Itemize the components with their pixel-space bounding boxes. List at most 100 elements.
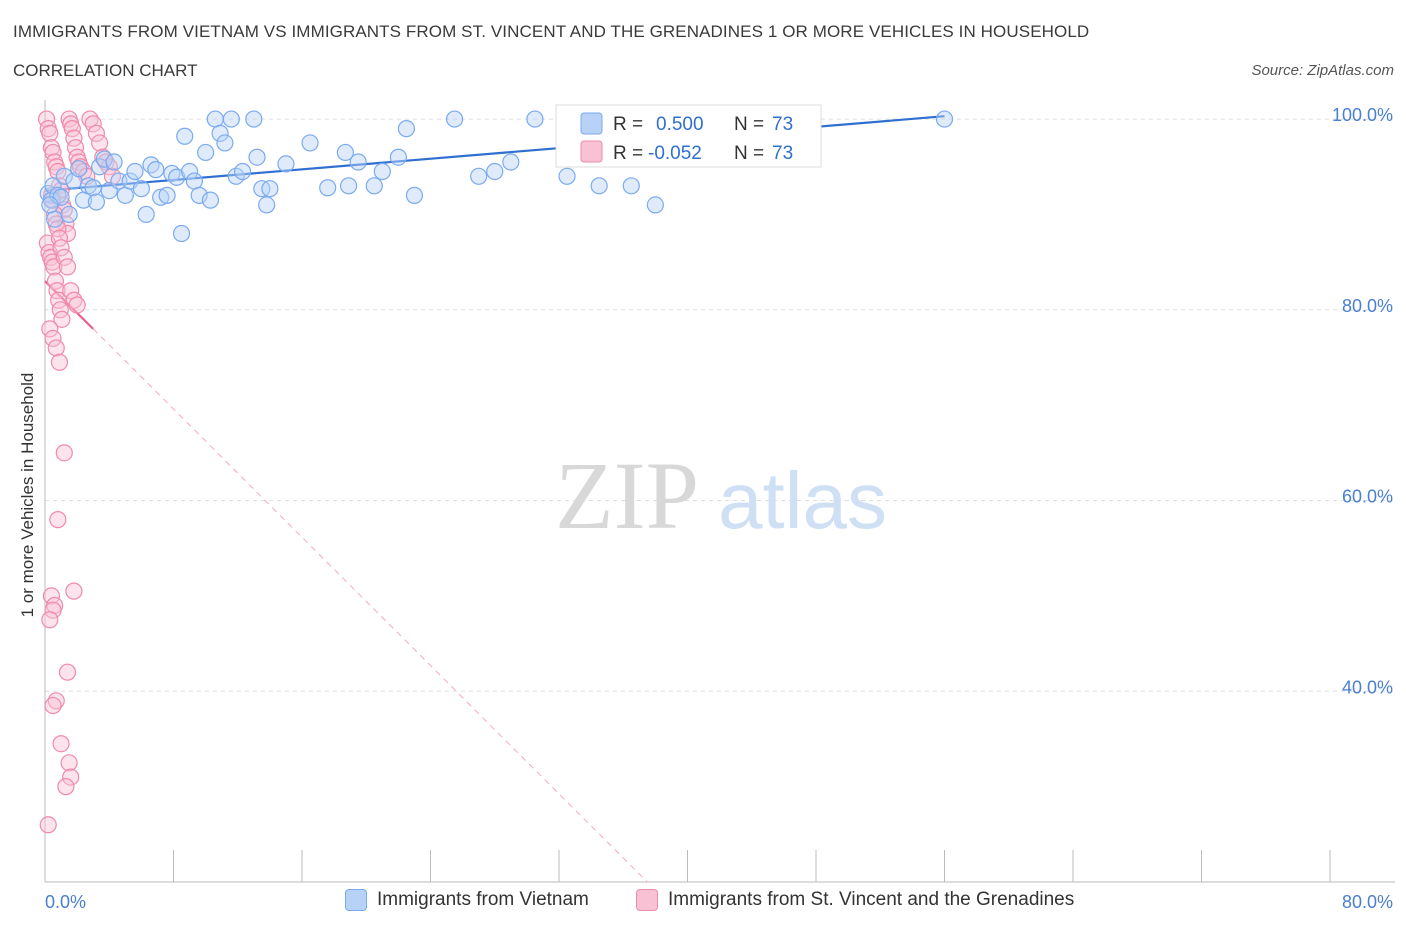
point-vietnam-35 [197, 143, 215, 162]
legend-n-value-2: 73 [772, 143, 793, 164]
point-vietnam-47 [261, 180, 279, 198]
point-stvincent-50 [62, 282, 80, 300]
legend-r-label-2: R = [613, 143, 643, 164]
correlation-legend: R = 0.500 N = 73 R = -0.052 N = 73 [555, 104, 822, 168]
point-stvincent-47 [52, 239, 70, 257]
point-stvincent-71 [39, 816, 57, 834]
point-stvincent-52 [68, 296, 86, 314]
point-vietnam-66 [590, 177, 608, 195]
point-stvincent-56 [50, 353, 69, 371]
point-stvincent-54 [44, 329, 62, 348]
point-vietnam-22 [132, 180, 150, 198]
chart-subtitle: CORRELATION CHART [13, 61, 198, 80]
point-stvincent-34 [81, 110, 99, 128]
point-vietnam-34 [190, 186, 208, 204]
point-vietnam-39 [216, 134, 234, 152]
point-stvincent-36 [87, 124, 106, 142]
point-stvincent-51 [65, 291, 83, 309]
point-vietnam-17 [105, 153, 123, 171]
point-stvincent-13 [58, 224, 77, 243]
legend-swatch-vietnam-bottom [345, 889, 367, 911]
point-vietnam-59 [445, 110, 464, 128]
legend-swatch-vietnam [580, 112, 603, 135]
chart-title: IMMIGRANTS FROM VIETNAM VS IMMIGRANTS FR… [13, 22, 1090, 41]
point-vietnam-32 [180, 162, 199, 181]
point-vietnam-30 [172, 224, 191, 243]
trend-line-stvincent-dashed [92, 328, 648, 883]
point-vietnam-60 [470, 167, 488, 185]
legend-item-stvincent: Immigrants from St. Vincent and the Gren… [636, 889, 1074, 911]
point-vietnam-61 [486, 162, 504, 181]
point-vietnam-37 [206, 110, 224, 128]
legend-n-value-1: 73 [772, 114, 793, 135]
point-vietnam-69 [646, 196, 664, 214]
y-tick-label-0: 40.0% [1342, 677, 1393, 697]
point-stvincent-62 [41, 611, 59, 629]
x-tick-label-max: 80.0% [1342, 892, 1393, 912]
point-vietnam-7 [60, 205, 78, 224]
x-tick-label-min: 0.0% [45, 892, 86, 912]
point-vietnam-44 [248, 148, 266, 166]
point-vietnam-24 [142, 156, 160, 174]
watermark-zip: ZIP [555, 442, 699, 549]
y-tick-label-1: 60.0% [1342, 487, 1393, 507]
point-vietnam-13 [87, 193, 106, 211]
point-vietnam-56 [389, 148, 407, 166]
point-vietnam-53 [349, 153, 367, 171]
point-stvincent-69 [62, 768, 80, 786]
point-vietnam-55 [373, 162, 391, 181]
point-vietnam-54 [365, 177, 383, 195]
point-stvincent-66 [44, 696, 62, 715]
point-vietnam-52 [339, 177, 358, 195]
legend-swatch-stvincent-bottom [636, 889, 658, 911]
point-stvincent-23 [53, 310, 71, 328]
point-vietnam-23 [137, 205, 155, 224]
series-legend: Immigrants from Vietnam Immigrants from … [0, 889, 1406, 915]
point-vietnam-21 [126, 162, 144, 181]
point-vietnam-42 [233, 162, 252, 181]
legend-label-vietnam: Immigrants from Vietnam [377, 889, 589, 910]
point-vietnam-46 [258, 196, 276, 214]
legend-r-value-1: 0.500 [656, 114, 704, 135]
legend-r-value-2: -0.052 [648, 143, 702, 164]
grid-lines [45, 118, 1395, 692]
point-vietnam-19 [116, 186, 134, 204]
point-vietnam-40 [222, 110, 240, 128]
point-vietnam-43 [245, 110, 263, 128]
watermark-atlas: atlas [718, 456, 887, 545]
point-stvincent-58 [49, 511, 67, 529]
point-vietnam-6 [55, 167, 73, 185]
point-stvincent-59 [42, 587, 61, 605]
point-vietnam-64 [558, 167, 576, 185]
legend-n-label-2: N = [734, 143, 764, 164]
point-stvincent-70 [57, 778, 75, 796]
point-vietnam-36 [201, 191, 220, 209]
point-stvincent-49 [58, 258, 77, 276]
point-stvincent-65 [47, 692, 65, 710]
point-stvincent-48 [55, 248, 73, 266]
legend-label-stvincent: Immigrants from St. Vincent and the Gren… [668, 889, 1075, 910]
point-stvincent-67 [52, 735, 70, 753]
watermark: ZIP atlas [555, 442, 887, 549]
point-vietnam-57 [397, 120, 416, 138]
axes [44, 100, 1395, 883]
point-vietnam-51 [336, 143, 354, 162]
point-vietnam-9 [70, 160, 88, 178]
point-vietnam-26 [152, 188, 170, 206]
point-vietnam-3 [46, 210, 64, 228]
point-vietnam-58 [405, 186, 424, 204]
point-vietnam-25 [147, 161, 165, 179]
point-vietnam-62 [502, 153, 520, 171]
point-vietnam-33 [185, 172, 203, 190]
point-stvincent-68 [60, 754, 78, 772]
legend-r-label-1: R = [613, 114, 643, 135]
legend-n-label-1: N = [734, 114, 764, 135]
point-stvincent-35 [84, 115, 102, 133]
point-stvincent-61 [44, 601, 62, 619]
y-tick-labels: 40.0% 60.0% 80.0% 100.0% [1332, 105, 1393, 697]
point-vietnam-27 [158, 186, 176, 204]
y-axis-label: 1 or more Vehicles in Household [18, 373, 37, 618]
point-stvincent-55 [47, 339, 65, 357]
point-vietnam-71 [935, 110, 954, 128]
